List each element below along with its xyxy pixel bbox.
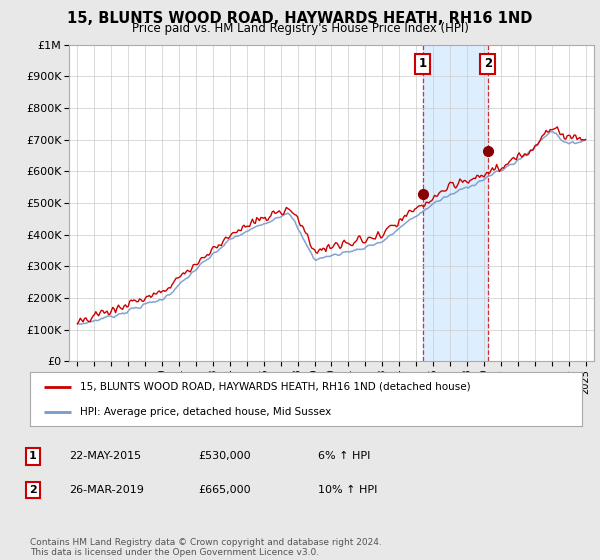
Text: 1: 1	[29, 451, 37, 461]
Text: 2: 2	[29, 485, 37, 495]
Text: 6% ↑ HPI: 6% ↑ HPI	[318, 451, 370, 461]
Text: HPI: Average price, detached house, Mid Sussex: HPI: Average price, detached house, Mid …	[80, 407, 331, 417]
Text: Price paid vs. HM Land Registry's House Price Index (HPI): Price paid vs. HM Land Registry's House …	[131, 22, 469, 35]
Text: £530,000: £530,000	[198, 451, 251, 461]
Text: Contains HM Land Registry data © Crown copyright and database right 2024.
This d: Contains HM Land Registry data © Crown c…	[30, 538, 382, 557]
Text: 26-MAR-2019: 26-MAR-2019	[69, 485, 144, 495]
Text: £665,000: £665,000	[198, 485, 251, 495]
Text: 1: 1	[419, 57, 427, 71]
Text: 15, BLUNTS WOOD ROAD, HAYWARDS HEATH, RH16 1ND: 15, BLUNTS WOOD ROAD, HAYWARDS HEATH, RH…	[67, 11, 533, 26]
Text: 10% ↑ HPI: 10% ↑ HPI	[318, 485, 377, 495]
Text: 22-MAY-2015: 22-MAY-2015	[69, 451, 141, 461]
Bar	[422, 45, 488, 361]
Text: 2: 2	[484, 57, 492, 71]
Text: 15, BLUNTS WOOD ROAD, HAYWARDS HEATH, RH16 1ND (detached house): 15, BLUNTS WOOD ROAD, HAYWARDS HEATH, RH…	[80, 382, 470, 392]
